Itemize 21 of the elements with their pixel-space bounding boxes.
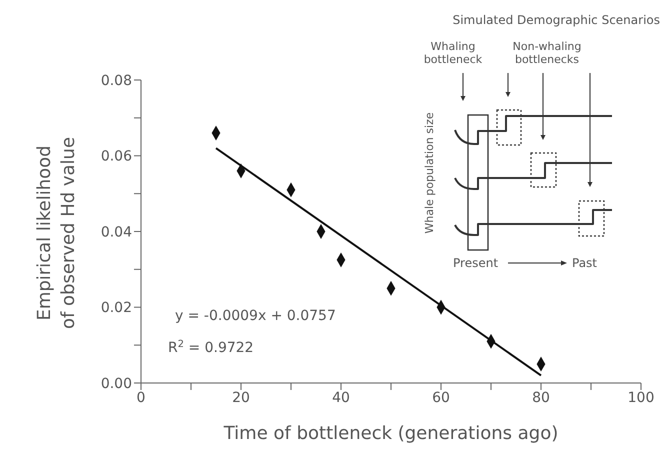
x-tick-label: 60: [432, 390, 450, 406]
y-tick-label: 0.00: [100, 376, 132, 392]
annotation: y = -0.0009x + 0.0757: [175, 308, 336, 324]
text: Simulated Demographic Scenarios: [452, 13, 660, 27]
x-axis-title: Time of bottleneck (generations ago): [222, 423, 558, 444]
text: Whaling bottleneck: [424, 40, 483, 66]
y-tick-label: 0.06: [100, 148, 132, 165]
x-tick-label: 100: [628, 390, 654, 406]
y-tick-label: 0.04: [100, 224, 132, 240]
annotation: Past: [572, 256, 598, 270]
y-axis-title: Empirical likelihood of observed Hd value: [34, 136, 79, 330]
text: Non-whaling bottlenecks: [512, 40, 582, 66]
x-tick-label: 0: [136, 390, 146, 406]
x-tick-label: 20: [232, 390, 250, 406]
annotation: R$^{2}$ = 0.9722: [168, 338, 254, 356]
y-tick-label: 0.08: [100, 72, 132, 89]
x-tick-label: 40: [332, 390, 350, 406]
y-tick-label: 0.02: [100, 300, 132, 316]
annotation: Present: [453, 256, 498, 270]
annotation: Whale population size: [423, 112, 436, 234]
x-tick-label: 80: [532, 390, 550, 406]
